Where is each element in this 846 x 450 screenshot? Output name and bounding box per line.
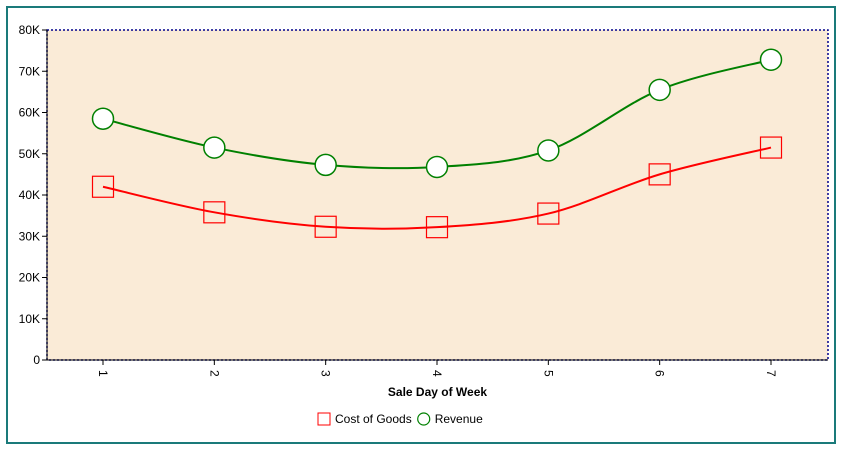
data-point-revenue <box>203 136 226 159</box>
y-tick-label: 10K <box>19 312 40 326</box>
data-point-cost-of-goods <box>203 201 226 224</box>
y-tick-label: 40K <box>19 188 40 202</box>
y-tick-label: 80K <box>19 23 40 37</box>
x-tick-label: 2 <box>207 370 221 377</box>
data-point-cost-of-goods <box>425 216 449 239</box>
data-point-cost-of-goods <box>314 215 337 238</box>
data-point-revenue <box>91 107 115 130</box>
data-point-revenue <box>537 139 560 162</box>
x-axis: 1 2 3 4 5 6 7 <box>47 359 828 377</box>
data-point-revenue <box>425 155 449 179</box>
y-tick-label: 20K <box>19 271 40 285</box>
data-point-cost-of-goods <box>759 136 783 159</box>
legend-marker-revenue <box>417 412 431 426</box>
x-tick-label: 5 <box>541 370 555 377</box>
x-tick-label: 3 <box>319 370 333 377</box>
legend-label-cost-of-goods: Cost of Goods <box>335 412 412 426</box>
legend-label-revenue: Revenue <box>435 412 483 426</box>
x-tick-label: 7 <box>764 370 778 377</box>
y-tick-label: 70K <box>19 64 40 78</box>
data-point-revenue <box>648 78 671 102</box>
legend: Cost of Goods Revenue <box>317 412 483 426</box>
x-axis-title: Sale Day of Week <box>388 385 487 399</box>
chart-frame <box>6 6 836 444</box>
data-point-revenue <box>759 48 783 71</box>
data-point-revenue <box>314 153 337 177</box>
series-layer <box>91 48 783 239</box>
y-tick-label: 0 <box>33 353 40 367</box>
y-tick-label: 50K <box>19 147 40 161</box>
data-point-cost-of-goods <box>648 163 671 186</box>
data-point-cost-of-goods <box>537 202 560 225</box>
y-tick-label: 60K <box>19 106 40 120</box>
y-tick-label: 30K <box>19 229 40 243</box>
x-tick-label: 4 <box>430 370 444 377</box>
legend-marker-cost-of-goods <box>317 412 331 426</box>
x-tick-label: 1 <box>96 370 110 377</box>
y-axis: 0 10K 20K 30K 40K 50K 60K 70K 80K <box>19 23 48 367</box>
plot-area <box>46 29 829 361</box>
data-point-cost-of-goods <box>91 175 115 198</box>
series-line-cost-of-goods <box>102 146 772 230</box>
x-tick-label: 6 <box>653 370 667 377</box>
